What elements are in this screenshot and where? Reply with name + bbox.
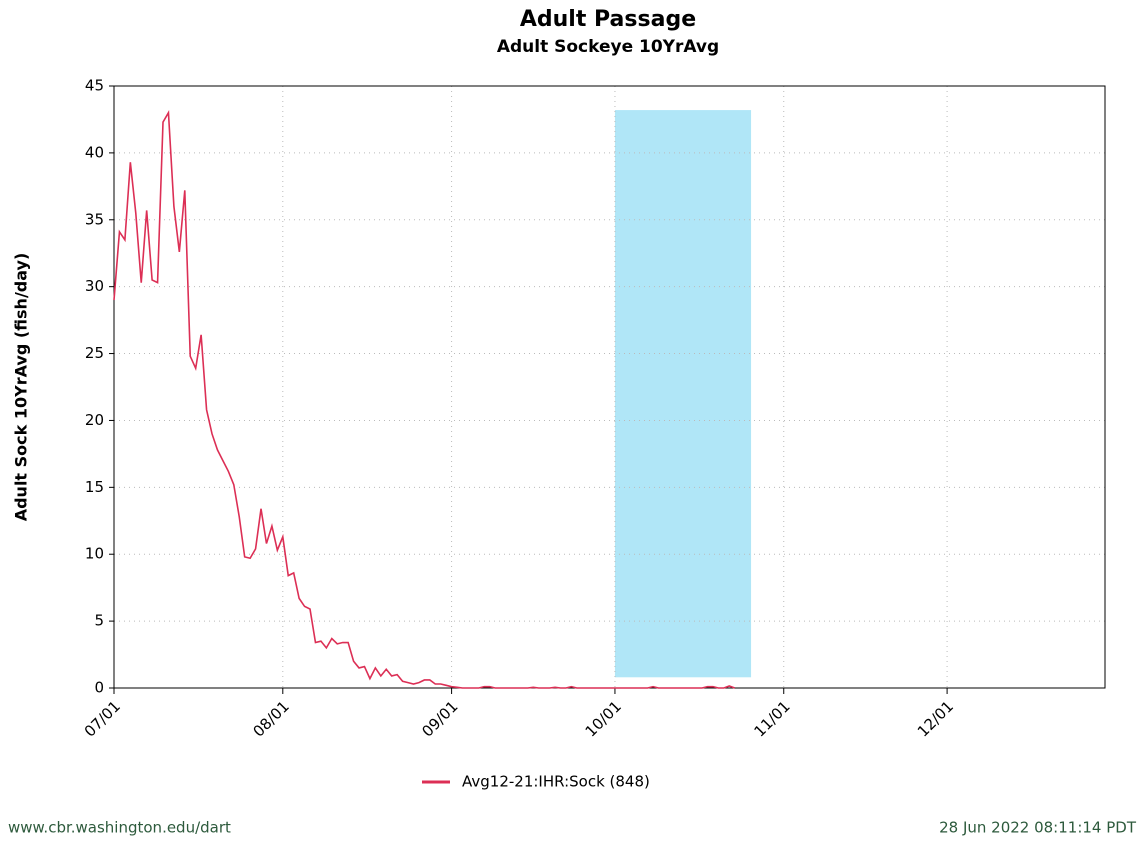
y-tick-label: 10 bbox=[85, 545, 104, 563]
footer-left: www.cbr.washington.edu/dart bbox=[8, 819, 231, 837]
y-tick-label: 45 bbox=[85, 77, 104, 95]
x-tick-label: 08/01 bbox=[250, 697, 293, 740]
plot-frame bbox=[113, 85, 1106, 689]
x-tick-label: 09/01 bbox=[418, 697, 461, 740]
x-tick-label: 07/01 bbox=[81, 697, 124, 740]
y-tick-label: 40 bbox=[85, 143, 104, 161]
y-tick-label: 35 bbox=[85, 210, 104, 228]
y-tick-label: 20 bbox=[85, 411, 104, 429]
y-tick-label: 15 bbox=[85, 478, 104, 496]
chart-subtitle: Adult Sockeye 10YrAvg bbox=[497, 37, 719, 57]
x-tick-label: 11/01 bbox=[750, 697, 793, 740]
chart-title: Adult Passage bbox=[520, 7, 696, 32]
y-tick-label: 25 bbox=[85, 344, 104, 362]
x-tick-label: 12/01 bbox=[914, 697, 957, 740]
legend-label: Avg12-21:IHR:Sock (848) bbox=[462, 773, 650, 791]
y-tick-label: 0 bbox=[94, 679, 104, 697]
shaded-region bbox=[614, 110, 752, 678]
y-tick-label: 5 bbox=[94, 612, 104, 630]
y-tick-label: 30 bbox=[85, 277, 104, 295]
footer-right: 28 Jun 2022 08:11:14 PDT bbox=[939, 819, 1137, 837]
x-tick-label: 10/01 bbox=[582, 697, 625, 740]
y-axis-label: Adult Sock 10YrAvg (fish/day) bbox=[12, 253, 31, 522]
data-line bbox=[113, 110, 736, 689]
